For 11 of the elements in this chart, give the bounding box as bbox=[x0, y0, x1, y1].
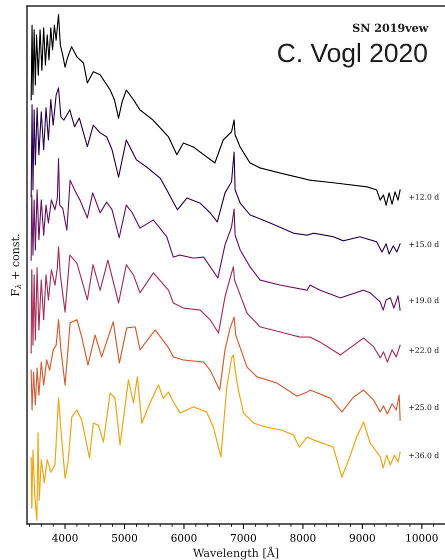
y-axis-title: F$_{λ}$ + const. bbox=[11, 234, 21, 296]
x-tick-label: 5000 bbox=[112, 534, 138, 542]
text: SN 2019vew bbox=[352, 24, 429, 32]
x-tick-label: 7000 bbox=[231, 534, 256, 542]
x-tick-label: 8000 bbox=[290, 534, 316, 542]
x-tick-label: 4000 bbox=[52, 534, 78, 542]
x-tick-label: 10000 bbox=[406, 534, 438, 542]
x-axis-title: Wavelength [Å] bbox=[192, 546, 278, 560]
x-tick-label: 6000 bbox=[171, 534, 197, 542]
text: C. Vogl 2020 bbox=[278, 42, 427, 68]
x-tick-label: 9000 bbox=[350, 534, 375, 542]
